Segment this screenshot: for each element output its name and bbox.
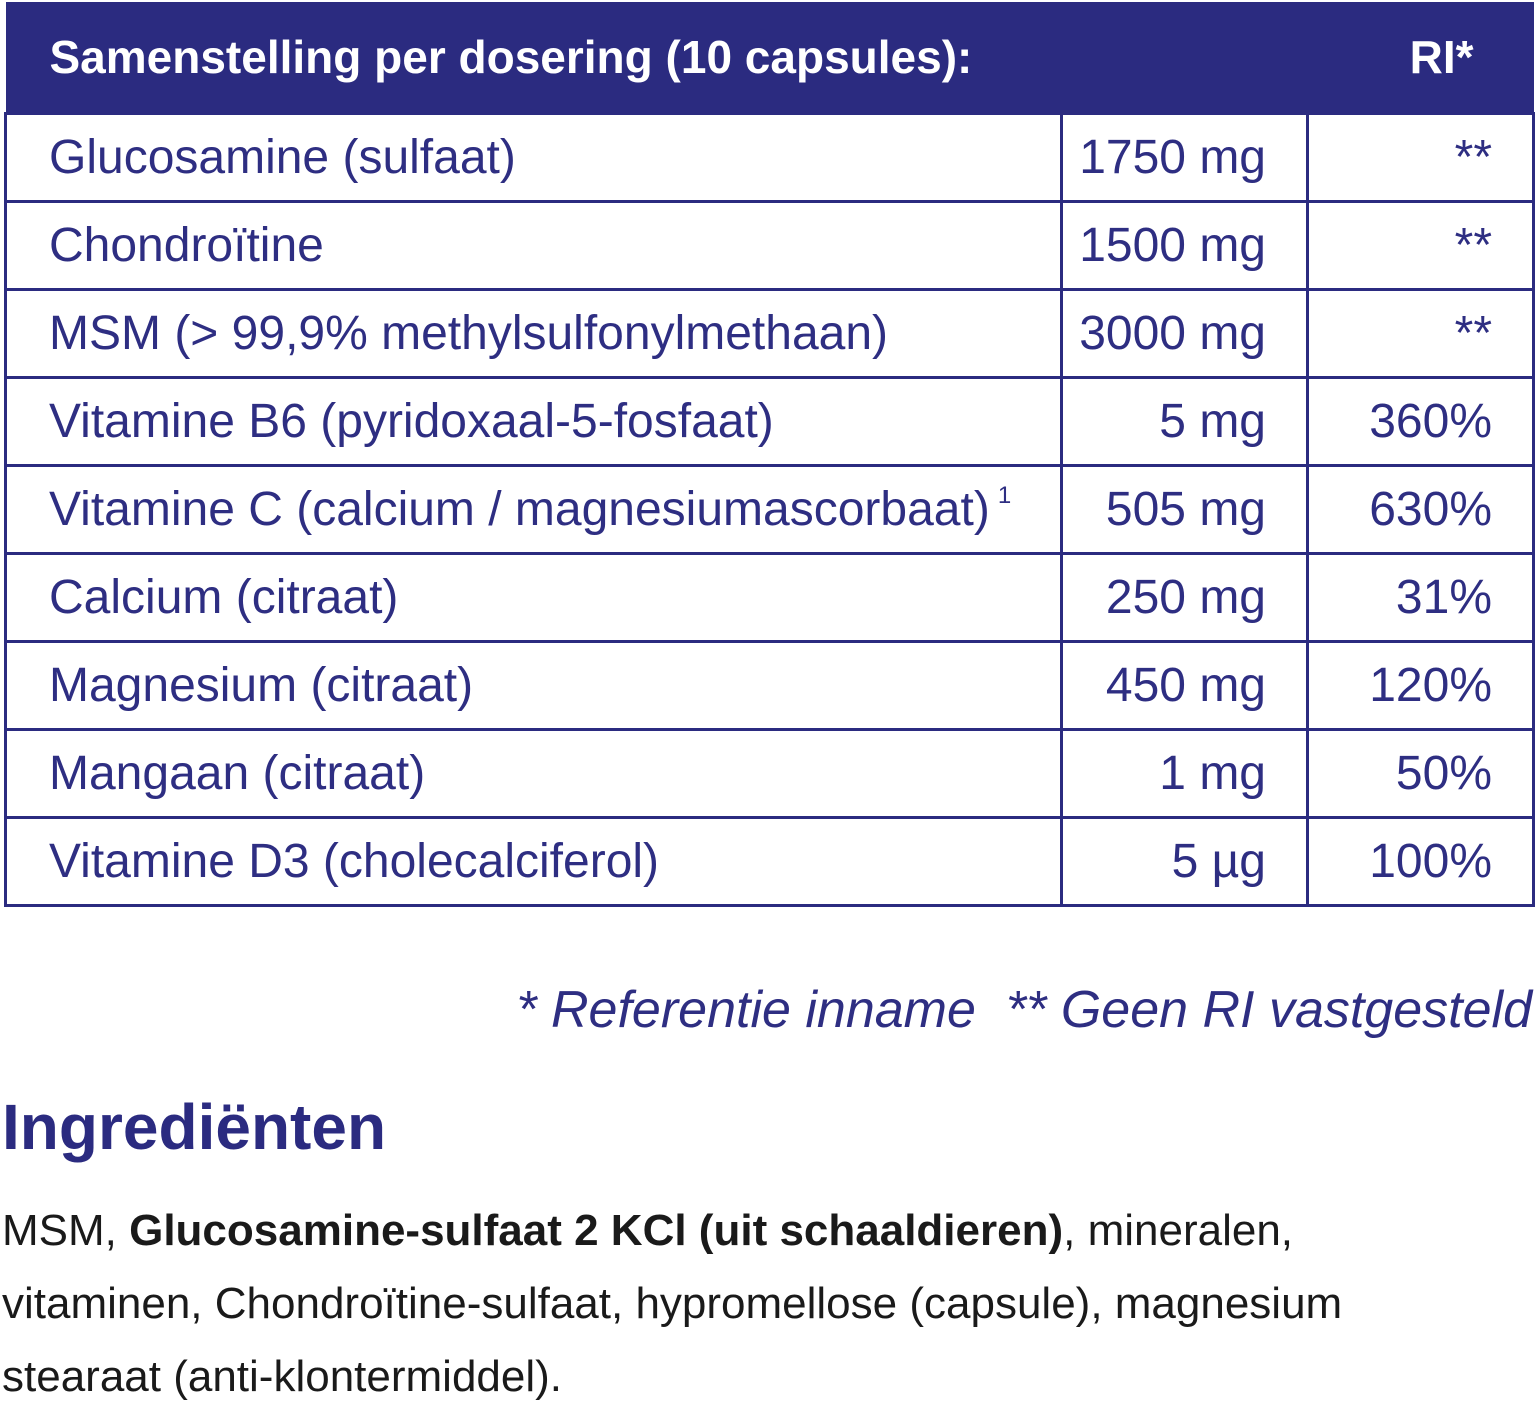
- footnote: * Referentie inname: [516, 981, 976, 1039]
- footnote: ** Geen RI vastgesteld: [1005, 981, 1532, 1039]
- ingredient-name: Calcium (citraat): [49, 571, 399, 624]
- header-row: Samenstelling per dosering (10 capsules)…: [5, 2, 1534, 114]
- amount-cell: 250 mg: [1060, 552, 1309, 643]
- ri-cell: 120%: [1306, 640, 1535, 731]
- amount-cell: 3000 mg: [1060, 288, 1309, 379]
- ri-cell: **: [1306, 112, 1535, 203]
- table-row: Calcium (citraat) 250 mg 31%: [4, 552, 1535, 643]
- ingredient-cell: Vitamine C (calcium / magnesiumascorbaat…: [4, 464, 1063, 555]
- ingredients-part: Glucosamine-sulfaat 2 KCl (uit schaaldie…: [129, 1206, 1064, 1255]
- ingredient-cell: Mangaan (citraat): [4, 728, 1063, 819]
- table-row: Mangaan (citraat) 1 mg 50%: [4, 728, 1535, 819]
- ingredients-text: MSM, Glucosamine-sulfaat 2 KCl (uit scha…: [2, 1194, 1502, 1413]
- ingredient-cell: MSM (> 99,9% methylsulfonylmethaan): [4, 288, 1063, 379]
- ingredient-name: Mangaan (citraat): [49, 747, 426, 800]
- ri-cell: 360%: [1306, 376, 1535, 467]
- amount-cell: 1750 mg: [1060, 112, 1309, 203]
- table-row: Vitamine B6 (pyridoxaal-5-fosfaat) 5 mg 36…: [4, 376, 1535, 467]
- header-ri: RI*: [1307, 2, 1534, 114]
- ingredient-name: Vitamine B6 (pyridoxaal-5-fosfaat): [49, 395, 774, 448]
- ingredient-cell: Vitamine B6 (pyridoxaal-5-fosfaat): [4, 376, 1063, 467]
- table-row: Glucosamine (sulfaat) 1750 mg **: [4, 112, 1535, 203]
- ingredient-cell: Vitamine D3 (cholecalciferol): [4, 816, 1063, 907]
- amount-cell: 1 mg: [1060, 728, 1309, 819]
- ri-cell: **: [1306, 200, 1535, 291]
- footnotes: * Referentie inname ** Geen RI vastgestel…: [516, 980, 1532, 1040]
- amount-cell: 450 mg: [1060, 640, 1309, 731]
- ingredient-cell: Calcium (citraat): [4, 552, 1063, 643]
- ri-cell: 100%: [1306, 816, 1535, 907]
- amount-cell: 505 mg: [1060, 464, 1309, 555]
- amount-cell: 1500 mg: [1060, 200, 1309, 291]
- table-row: Vitamine C (calcium / magnesiumascorbaat…: [4, 464, 1535, 555]
- ingredient-cell: Glucosamine (sulfaat): [4, 112, 1063, 203]
- ingredient-name: MSM (> 99,9% methylsulfonylmethaan): [49, 307, 889, 360]
- ingredients-part: , mineralen, vitaminen, Chondroïtine-sul…: [2, 1206, 1343, 1401]
- table-body: Glucosamine (sulfaat) 1750 mg ** Chondroïti…: [4, 112, 1535, 907]
- ingredient-name: Vitamine C (calcium / magnesiumascorbaat…: [49, 483, 990, 536]
- header-title: Samenstelling per dosering (10 capsules)…: [5, 2, 1308, 114]
- ingredient-name: Vitamine D3 (cholecalciferol): [49, 835, 660, 888]
- note-marker: 1: [997, 482, 1012, 509]
- ri-cell: 50%: [1306, 728, 1535, 819]
- ingredient-cell: Chondroïtine: [4, 200, 1063, 291]
- table-row: Chondroïtine 1500 mg **: [4, 200, 1535, 291]
- ingredient-cell: Magnesium (citraat): [4, 640, 1063, 731]
- table-row: Vitamine D3 (cholecalciferol) 5 µg 100%: [4, 816, 1535, 907]
- amount-cell: 5 mg: [1060, 376, 1309, 467]
- ingredient-name: Glucosamine (sulfaat): [49, 131, 516, 184]
- table-row: MSM (> 99,9% methylsulfonylmethaan) 3000 …: [4, 288, 1535, 379]
- ingredient-name: Magnesium (citraat): [49, 659, 474, 712]
- ingredients-title: Ingrediënten: [2, 1091, 387, 1163]
- ri-cell: **: [1306, 288, 1535, 379]
- table-row: Magnesium (citraat) 450 mg 120%: [4, 640, 1535, 731]
- ingredient-name: Chondroïtine: [49, 219, 324, 272]
- ingredients-part: MSM,: [2, 1206, 130, 1255]
- amount-cell: 5 µg: [1060, 816, 1309, 907]
- ri-cell: 31%: [1306, 552, 1535, 643]
- composition-table: Samenstelling per dosering (10 capsules)…: [4, 2, 1535, 907]
- ri-cell: 630%: [1306, 464, 1535, 555]
